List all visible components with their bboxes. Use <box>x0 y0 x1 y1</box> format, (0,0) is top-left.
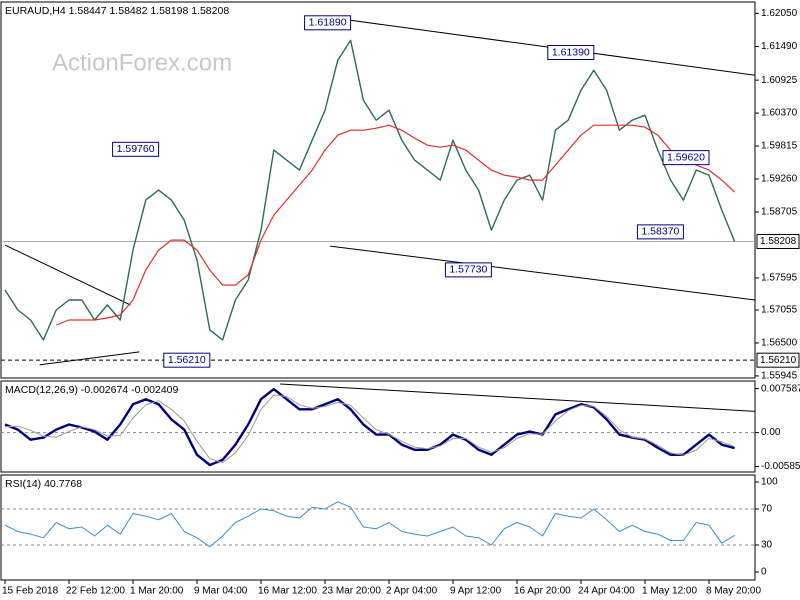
x-tick-label: 1 May 12:00 <box>642 586 697 597</box>
annotation-box <box>636 224 684 240</box>
annotation-label: 1.57730 <box>449 264 487 276</box>
panel-frame <box>0 1 756 379</box>
annotation-box <box>547 44 595 60</box>
x-tick-label: 9 Apr 12:00 <box>450 586 502 597</box>
y-tick-label: 1.57055 <box>761 305 798 316</box>
x-tick-label: 16 Apr 20:00 <box>514 586 571 597</box>
y-tick-label: 1.55945 <box>761 371 798 382</box>
y-tick-label: 70 <box>761 504 773 515</box>
y-tick-label: 0 <box>761 567 767 578</box>
series-line <box>4 387 735 467</box>
watermark: ActionForex.com <box>52 49 232 76</box>
y-tick-label: 1.57595 <box>761 273 798 284</box>
panel-title: RSI(14) 40.7768 <box>5 478 82 490</box>
x-tick-label: 24 Apr 04:00 <box>578 586 635 597</box>
y-tick-label: 0.007587 <box>761 383 800 394</box>
price-label-box <box>756 233 800 249</box>
y-tick-label: 1.59260 <box>761 174 798 185</box>
price-label: 1.58208 <box>760 236 797 247</box>
annotation-label: 1.61890 <box>309 17 347 29</box>
annotation-box <box>112 141 160 157</box>
annotation-label: 1.61390 <box>552 46 590 58</box>
y-tick-label: 1.59815 <box>761 141 798 152</box>
trendline <box>330 245 756 301</box>
y-tick-label: 1.61490 <box>761 41 798 52</box>
panel-frame <box>0 474 756 581</box>
annotation-label: 1.59620 <box>667 151 705 163</box>
panel-title: EURAUD,H4 1.58447 1.58482 1.58198 1.5820… <box>5 5 229 17</box>
y-tick-label: 30 <box>761 540 773 551</box>
y-tick-label: 1.60370 <box>761 108 798 119</box>
panel-title: MACD(12,26,9) -0.002674 -0.002409 <box>5 384 179 396</box>
panel-frame <box>0 380 756 473</box>
y-tick-label: 1.60925 <box>761 75 798 86</box>
annotation-box <box>304 15 352 31</box>
trendline <box>4 244 131 306</box>
y-tick-label: 0.00 <box>761 427 781 438</box>
x-tick-label: 8 May 20:00 <box>706 586 761 597</box>
x-tick-label: 15 Feb 2018 <box>2 586 59 597</box>
series-line <box>4 394 735 464</box>
annotation-label: 1.58370 <box>641 226 679 238</box>
price-label: 1.56210 <box>760 355 797 366</box>
x-tick-label: 23 Mar 20:00 <box>322 586 381 597</box>
series-line <box>55 124 736 326</box>
trendline <box>280 383 756 412</box>
y-tick-label: 1.56500 <box>761 338 798 349</box>
annotation-label: 1.59760 <box>117 143 155 155</box>
y-tick-label: -0.005853 <box>761 461 800 472</box>
annotation-label: 1.56210 <box>168 354 206 366</box>
x-tick-label: 16 Mar 12:00 <box>258 586 317 597</box>
x-tick-label: 1 Mar 20:00 <box>130 586 184 597</box>
series-line <box>4 39 736 341</box>
y-tick-label: 1.62050 <box>761 8 798 19</box>
x-tick-label: 9 Mar 04:00 <box>194 586 248 597</box>
annotation-box <box>444 262 492 278</box>
x-tick-label: 2 Apr 04:00 <box>386 586 438 597</box>
x-tick-label: 22 Feb 12:00 <box>66 586 125 597</box>
y-tick-label: 100 <box>761 477 778 488</box>
series-line <box>4 501 735 548</box>
annotation-box <box>163 352 211 368</box>
price-label-box <box>756 352 800 368</box>
y-tick-label: 1.58705 <box>761 207 798 218</box>
annotation-box <box>662 150 710 166</box>
trendline <box>39 351 140 366</box>
